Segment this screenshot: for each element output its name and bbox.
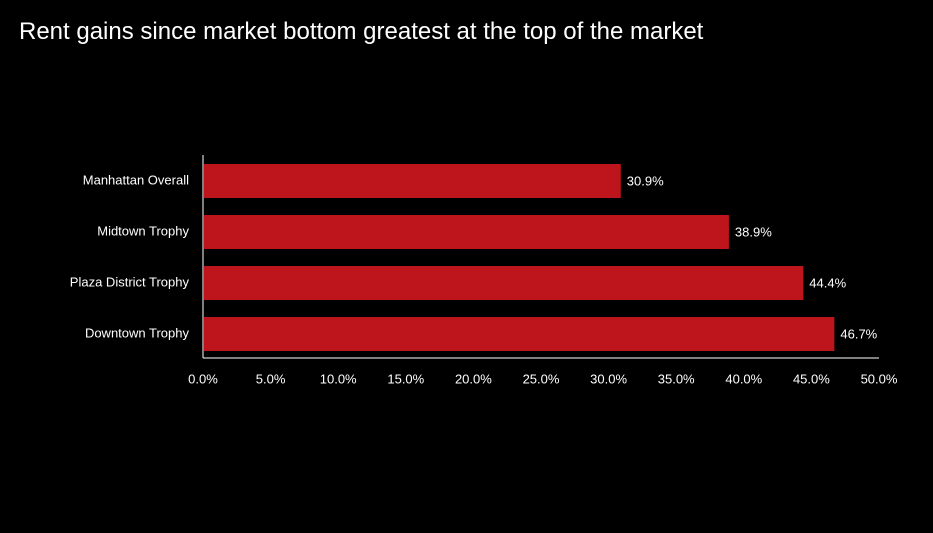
x-tick-label: 50.0% — [861, 371, 898, 386]
bar — [204, 317, 835, 351]
data-label: 38.9% — [735, 224, 772, 239]
axes-layer: 0.0% 5.0% 10.0% 15.0% 20.0% 25.0% 30.0% 35.0% 40… — [188, 155, 898, 386]
x-tick-label: 5.0% — [256, 371, 286, 386]
bar — [204, 164, 621, 198]
data-label: 44.4% — [809, 275, 846, 290]
bars-layer — [204, 164, 835, 351]
x-tick-label: 35.0% — [658, 371, 695, 386]
x-tick-label: 45.0% — [793, 371, 830, 386]
x-tick-label: 40.0% — [725, 371, 762, 386]
category-label: Manhattan Overall — [83, 172, 189, 187]
data-label: 30.9% — [627, 173, 664, 188]
category-label: Downtown Trophy — [85, 325, 190, 340]
data-label: 46.7% — [840, 326, 877, 341]
labels-layer: Manhattan Overall 30.9% Midtown Trophy 38.9… — [70, 172, 878, 341]
x-tick-label: 15.0% — [387, 371, 424, 386]
x-tick-label: 25.0% — [523, 371, 560, 386]
x-tick-label: 30.0% — [590, 371, 627, 386]
bar — [204, 266, 804, 300]
category-label: Plaza District Trophy — [70, 274, 190, 289]
chart-title: Rent gains since market bottom greatest … — [19, 18, 704, 45]
x-tick-label: 0.0% — [188, 371, 218, 386]
bar — [204, 215, 729, 249]
x-tick-label: 10.0% — [320, 371, 357, 386]
x-tick-label: 20.0% — [455, 371, 492, 386]
category-label: Midtown Trophy — [97, 223, 189, 238]
